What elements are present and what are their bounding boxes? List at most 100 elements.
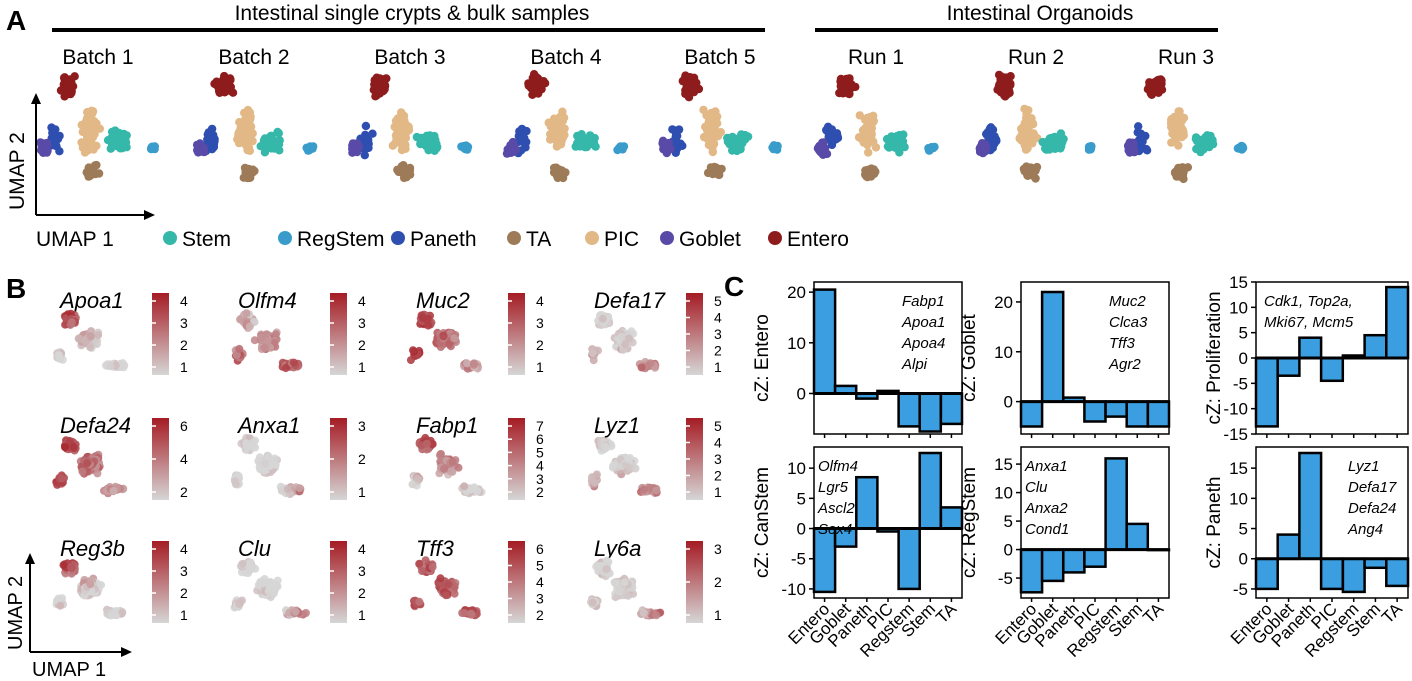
legend-swatch bbox=[163, 231, 177, 245]
colorbar-tick-label: 2 bbox=[358, 585, 366, 601]
bar-ta bbox=[1385, 557, 1410, 588]
umap-point-entero bbox=[1148, 88, 1158, 97]
expr-plot-anxa1: Anxa1 3 2 1 bbox=[230, 413, 366, 500]
bar-goblet bbox=[1276, 533, 1301, 561]
umap-point-paneth bbox=[363, 140, 372, 150]
expr-point bbox=[588, 349, 597, 358]
gene-name: Ly6a bbox=[594, 536, 641, 561]
umap-title: Run 3 bbox=[1158, 46, 1214, 69]
umap-point-pic bbox=[397, 121, 406, 130]
expr-plot-apoa1: Apoa1 4 3 2 1 bbox=[53, 288, 188, 375]
umap-point-paneth bbox=[361, 121, 371, 131]
y-tick-label: 10 bbox=[787, 459, 806, 478]
colorbar-tick-label: 1 bbox=[358, 359, 366, 375]
expr-point bbox=[609, 461, 618, 470]
umap-point-goblet bbox=[196, 143, 206, 152]
bar-entero bbox=[812, 288, 837, 395]
barchart-goblet: 20 10 0 cZ: Goblet Muc2 Clca3 Tff3 Agr2 bbox=[959, 281, 1171, 438]
umap-point-paneth bbox=[1133, 128, 1142, 137]
expr-point bbox=[291, 607, 300, 616]
expr-point bbox=[639, 608, 648, 617]
colorbar-tick-label: 3 bbox=[536, 315, 544, 331]
umap-point-pic bbox=[553, 130, 562, 140]
colorbar-tick-label: 2 bbox=[358, 451, 366, 467]
expr-point bbox=[242, 309, 251, 318]
bar-ta bbox=[1146, 400, 1171, 428]
expr-point bbox=[245, 322, 254, 331]
colorbar-tick-label: 2 bbox=[358, 337, 366, 353]
legend-swatch bbox=[507, 231, 521, 245]
umap-title: Run 2 bbox=[1008, 46, 1064, 69]
umap-point-paneth bbox=[55, 147, 64, 156]
expr-point bbox=[415, 597, 424, 606]
expr-point bbox=[423, 316, 432, 324]
expr-point bbox=[637, 363, 646, 372]
umap-point-pic bbox=[243, 145, 252, 155]
y-tick-label: 0 bbox=[797, 520, 806, 539]
umap-point-pic bbox=[244, 117, 254, 126]
umap-batch-5: Batch 5 bbox=[658, 46, 782, 180]
umap-point-stem bbox=[900, 142, 909, 152]
expr-point bbox=[263, 337, 272, 346]
umap-point-ta bbox=[401, 166, 410, 175]
umap-batch-3: Batch 3 bbox=[348, 46, 473, 183]
umap-point-stem bbox=[106, 144, 116, 153]
colorbar-tick-label: 4 bbox=[536, 574, 544, 590]
expr-point bbox=[441, 591, 450, 600]
expr-point bbox=[235, 599, 244, 608]
expr-point bbox=[56, 601, 65, 610]
gene-name: Defa24 bbox=[60, 413, 131, 438]
umap-point-pic bbox=[1024, 131, 1034, 140]
legend-item-paneth: Paneth bbox=[391, 228, 477, 251]
legend-item-regstem: RegStem bbox=[278, 228, 385, 251]
expr-point bbox=[247, 440, 256, 448]
umap-point-pic bbox=[392, 134, 401, 144]
bar-entero bbox=[1019, 548, 1044, 594]
y-tick-label: -5 bbox=[1233, 580, 1248, 599]
expr-point bbox=[230, 477, 239, 486]
colorbar-tick-label: 1 bbox=[714, 607, 722, 623]
expr-point bbox=[86, 332, 95, 341]
y-tick-label: -5 bbox=[1233, 374, 1248, 393]
expr-point bbox=[439, 332, 448, 341]
umap-point-paneth bbox=[1138, 137, 1147, 146]
colorbar-tick-label: 2 bbox=[180, 585, 188, 601]
gene-name: Anxa1 bbox=[236, 413, 300, 438]
expr-point bbox=[67, 564, 76, 572]
umap-point-stem bbox=[882, 134, 892, 144]
bar-pic bbox=[1319, 557, 1345, 591]
umap-point-regstem bbox=[147, 142, 157, 151]
expr-point bbox=[251, 564, 260, 573]
y-tick-label: 0 bbox=[1239, 550, 1248, 569]
colorbar-tick-label: 2 bbox=[180, 484, 188, 500]
umap-point-regstem bbox=[769, 144, 778, 154]
expr-point bbox=[254, 457, 263, 466]
expr-point bbox=[406, 356, 415, 365]
umap-point-entero bbox=[60, 76, 69, 85]
y-tick-label: -10 bbox=[781, 580, 806, 599]
umap-point-pic bbox=[861, 134, 870, 143]
umap-point-ta bbox=[709, 165, 718, 175]
bar-paneth bbox=[1062, 548, 1086, 574]
expr-plot-olfm4: Olfm4 4 3 2 1 bbox=[231, 288, 366, 375]
umap-point-pic bbox=[706, 134, 715, 143]
bar-stem bbox=[918, 392, 943, 433]
expr-point bbox=[295, 484, 304, 493]
colorbar bbox=[330, 541, 347, 623]
umap-point-pic bbox=[708, 147, 717, 157]
colorbar-tick-label: 7 bbox=[536, 418, 544, 434]
gene-name: Defa17 bbox=[594, 288, 666, 313]
umap-point-ta bbox=[1026, 167, 1035, 177]
marker-gene: Lyz1 bbox=[1348, 458, 1379, 475]
y-tick-label: -5 bbox=[998, 569, 1013, 588]
gene-name: Lyz1 bbox=[594, 413, 640, 438]
legend-swatch bbox=[278, 231, 292, 245]
umap-point-entero bbox=[681, 71, 690, 80]
expr-point bbox=[454, 463, 463, 472]
expr-point bbox=[260, 459, 269, 468]
umap-point-pic bbox=[864, 148, 873, 157]
colorbar-tick-label: 4 bbox=[536, 293, 544, 309]
umap-point-regstem bbox=[1233, 144, 1243, 153]
umap-point-ta bbox=[1031, 174, 1040, 183]
umap-point-pic bbox=[869, 137, 878, 146]
